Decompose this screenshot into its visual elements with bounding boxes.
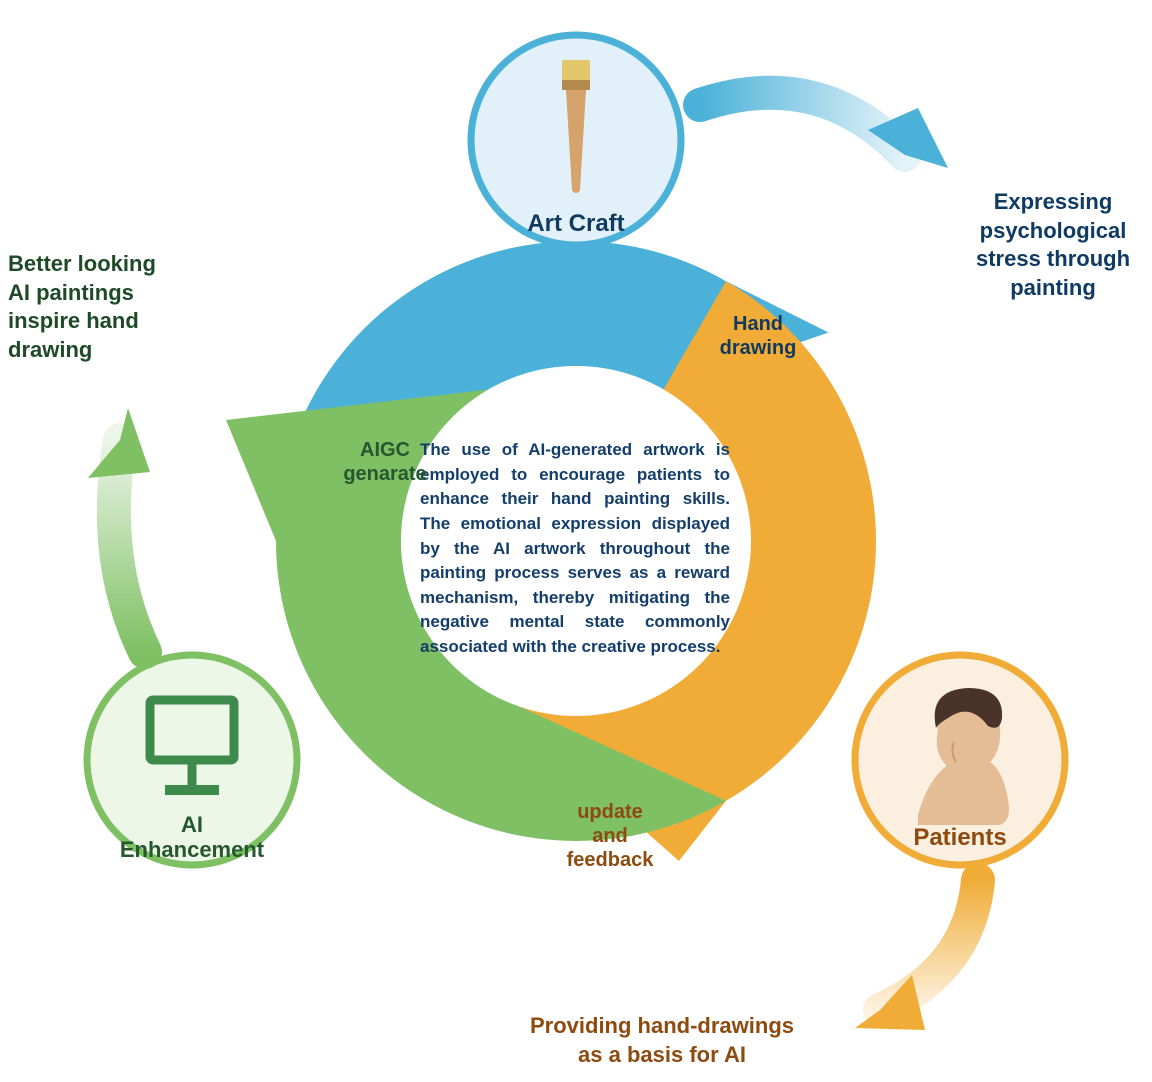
callout-blue: Expressing psychological stress through … [958,188,1148,302]
node-label-patients: Patients [890,824,1030,852]
segment-label-update-feedback: update and feedback [540,800,680,872]
segment-label-aigc-generate: AIGC genarate [320,438,450,486]
segment-label-hand-drawing: Hand drawing [698,312,818,360]
arrow-blue [700,93,948,168]
node-label-ai-enhancement: AI Enhancement [110,812,274,863]
arrow-orange [855,880,978,1030]
center-description: The use of AI-generated artwork is emplo… [420,438,730,660]
callout-orange: Providing hand-drawings as a basis for A… [432,1012,892,1069]
callout-green: Better looking AI paintings inspire hand… [8,250,218,364]
arrow-green [88,408,150,652]
diagram-stage: The use of AI-generated artwork is emplo… [0,0,1152,1082]
node-label-art-craft: Art Craft [506,210,646,238]
